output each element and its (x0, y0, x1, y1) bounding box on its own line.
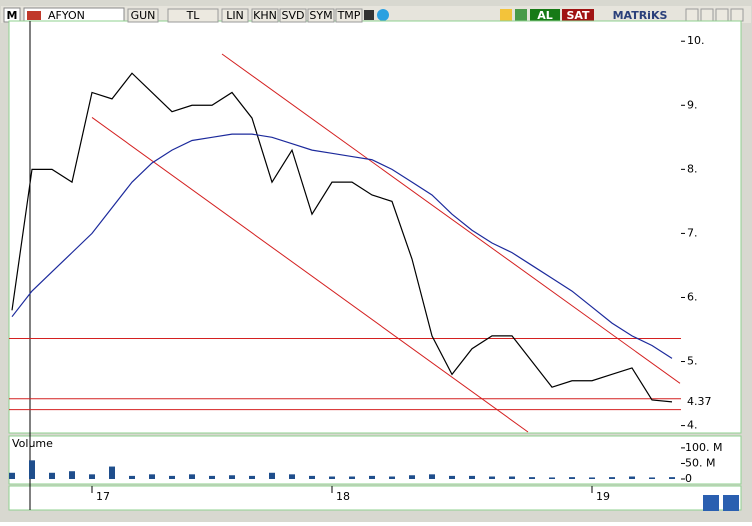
settings-icon[interactable] (723, 495, 739, 511)
x-axis-panel (8, 485, 742, 511)
volume-bar (389, 476, 395, 479)
refresh-icon[interactable] (703, 495, 719, 511)
restore[interactable] (715, 8, 729, 22)
toolbar-button[interactable] (335, 8, 363, 23)
volume-bar (549, 477, 555, 479)
toolbar-button[interactable] (279, 8, 307, 23)
volume-bar (649, 477, 655, 479)
toolbar-button-label: TL (186, 9, 201, 22)
trend-line (221, 53, 681, 384)
toolbar-button[interactable] (127, 8, 159, 23)
toolbar-button-label: SVD (282, 9, 305, 22)
volume-bar (149, 474, 155, 479)
price-panel (8, 20, 742, 434)
volume-bar (329, 476, 335, 479)
moving-average-line (11, 133, 673, 359)
volume-bar (129, 475, 135, 479)
y-tick-label: 7. (687, 226, 698, 239)
toolbar-button[interactable] (167, 8, 219, 23)
toolbar-button-label: TMP (337, 9, 361, 22)
y-tick-label: 10. (687, 34, 705, 47)
volume-bar (509, 476, 515, 479)
volume-title: Volume (12, 437, 53, 450)
volume-bar (169, 475, 175, 479)
volume-bar (229, 475, 235, 479)
icon[interactable] (500, 9, 512, 21)
y-tick-label: 100. M (685, 441, 722, 454)
volume-bar (529, 477, 535, 479)
volume-bar (29, 460, 35, 479)
volume-bar (189, 474, 195, 479)
icon[interactable] (515, 9, 527, 21)
volume-bar (269, 472, 275, 479)
volume-bar (369, 475, 375, 479)
x-tick-label: 19 (596, 490, 610, 503)
volume-bar (49, 472, 55, 479)
volume-bar (409, 475, 415, 479)
brand: MATRiKS (613, 9, 668, 22)
close[interactable] (730, 8, 744, 22)
volume-bar (9, 472, 15, 479)
volume-bar (489, 476, 495, 479)
last-price-label: 4.37 (687, 395, 712, 408)
y-tick-label: 50. M (685, 456, 715, 469)
toolbar-button-label: LIN (226, 9, 244, 22)
symbol-icon (27, 11, 41, 20)
toolbar-button-label: KHN (253, 9, 277, 22)
symbol: AFYON (48, 9, 85, 22)
volume-bar (429, 474, 435, 479)
volume-bar (109, 466, 115, 479)
dropdown[interactable] (364, 10, 374, 20)
volume-bar (209, 475, 215, 479)
y-tick-label: 4. (687, 419, 698, 432)
logo: M (7, 9, 18, 22)
toolbar-button-label: SYM (309, 9, 332, 22)
volume-bar (669, 477, 675, 479)
trend-line (91, 117, 529, 433)
y-tick-label: 9. (687, 98, 698, 111)
x-tick-label: 17 (96, 490, 110, 503)
toolbar-button-label: GUN (131, 9, 156, 22)
volume-bar (89, 474, 95, 479)
volume-bar (569, 477, 575, 479)
y-tick-label: 8. (687, 162, 698, 175)
volume-bar (469, 475, 475, 479)
price-line (11, 72, 673, 403)
x-tick-label: 18 (336, 490, 350, 503)
sell-label: SAT (566, 9, 590, 22)
toolbar-button[interactable] (251, 8, 279, 23)
y-tick-label: 6. (687, 290, 698, 303)
toolbar-button[interactable] (307, 8, 335, 23)
volume-bar (629, 476, 635, 479)
volume-bar (249, 475, 255, 479)
buy-label: AL (537, 9, 553, 22)
volume-bar (289, 474, 295, 479)
volume-bar (309, 475, 315, 479)
volume-bar (609, 477, 615, 479)
y-tick-label: 0 (685, 472, 692, 485)
minimize[interactable] (685, 8, 699, 22)
maximize[interactable] (700, 8, 714, 22)
toolbar-button[interactable] (221, 8, 249, 23)
buy-button[interactable] (530, 9, 560, 22)
volume-bar (349, 476, 355, 479)
sell-button[interactable] (562, 9, 594, 22)
volume-bar (589, 477, 595, 479)
volume-bar (69, 471, 75, 479)
volume-bar (449, 475, 455, 479)
y-tick-label: 5. (687, 355, 698, 368)
twitter-icon[interactable] (377, 9, 389, 21)
